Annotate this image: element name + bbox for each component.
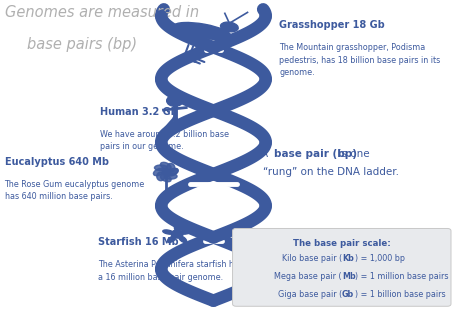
Text: The base pair scale:: The base pair scale: [293, 239, 391, 248]
Ellipse shape [154, 168, 164, 176]
Circle shape [171, 230, 183, 238]
Text: Kilo base pair (: Kilo base pair ( [282, 254, 342, 263]
Ellipse shape [167, 168, 178, 176]
Text: Grasshopper 18 Gb: Grasshopper 18 Gb [279, 20, 385, 30]
Text: ) = 1,000 bp: ) = 1,000 bp [356, 254, 405, 263]
Text: The Asterina Pectinifera starfish has
a 16 million base pair genome.: The Asterina Pectinifera starfish has a … [98, 260, 243, 281]
Ellipse shape [164, 174, 177, 179]
Text: base pairs (bp): base pairs (bp) [27, 37, 137, 52]
Text: We have around 3.2 billion base
pairs in our genome.: We have around 3.2 billion base pairs in… [100, 130, 229, 151]
Text: is one: is one [331, 149, 369, 159]
Ellipse shape [160, 162, 171, 170]
FancyBboxPatch shape [233, 228, 451, 306]
Circle shape [167, 95, 183, 106]
Ellipse shape [173, 23, 231, 39]
Text: Genomes are measured in: Genomes are measured in [5, 5, 199, 20]
Text: Mega base pair (: Mega base pair ( [274, 272, 342, 281]
Ellipse shape [179, 236, 187, 242]
Ellipse shape [163, 230, 173, 234]
Text: ) = 1 million base pairs: ) = 1 million base pairs [356, 272, 449, 281]
Circle shape [162, 170, 169, 175]
Ellipse shape [157, 172, 165, 181]
Ellipse shape [167, 163, 175, 172]
Text: Kb: Kb [342, 254, 354, 263]
Ellipse shape [168, 236, 175, 242]
Ellipse shape [174, 224, 180, 231]
Ellipse shape [181, 230, 191, 234]
Text: Mb: Mb [342, 272, 356, 281]
Text: The Rose Gum eucalyptus genome
has 640 million base pairs.: The Rose Gum eucalyptus genome has 640 m… [5, 180, 145, 201]
Text: Human 3.2 Gb: Human 3.2 Gb [100, 107, 178, 117]
Text: Eucalyptus 640 Mb: Eucalyptus 640 Mb [5, 157, 109, 166]
Text: Gb: Gb [342, 290, 354, 299]
Text: “rung” on the DNA ladder.: “rung” on the DNA ladder. [264, 167, 400, 177]
Ellipse shape [160, 175, 171, 182]
Text: ) = 1 billion base pairs: ) = 1 billion base pairs [356, 290, 446, 299]
Ellipse shape [167, 168, 178, 176]
Ellipse shape [220, 22, 238, 32]
Text: Starfish 16 Mb: Starfish 16 Mb [98, 237, 178, 247]
Text: base pair (bp): base pair (bp) [274, 149, 357, 159]
Text: Giga base pair (: Giga base pair ( [278, 290, 342, 299]
Text: The Mountain grasshopper, Podisma
pedestris, has 18 billion base pairs in its
ge: The Mountain grasshopper, Podisma pedest… [279, 43, 440, 77]
Ellipse shape [155, 165, 167, 171]
Text: A: A [261, 149, 272, 159]
